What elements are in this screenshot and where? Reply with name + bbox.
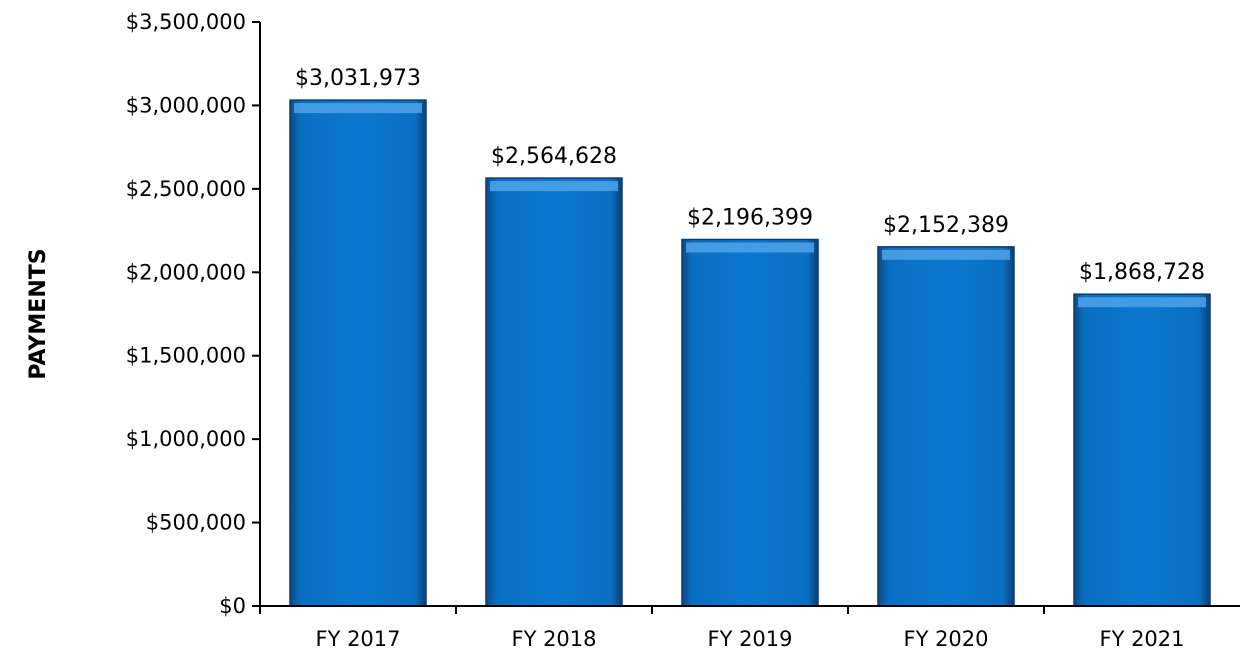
bar bbox=[485, 177, 623, 607]
data-labels-group: $3,031,973 $2,564,628 $2,196,399 $2,152,389… bbox=[295, 66, 1205, 285]
data-label: $1,868,728 bbox=[1079, 260, 1205, 285]
y-tick-label: $2,000,000 bbox=[126, 260, 246, 284]
bar bbox=[877, 246, 1015, 607]
bar-body bbox=[681, 238, 819, 607]
data-label: $2,196,399 bbox=[687, 206, 813, 231]
bar-bevel bbox=[294, 103, 422, 114]
x-tick-label: FY 2021 bbox=[1099, 627, 1184, 651]
data-label: $2,564,628 bbox=[491, 144, 617, 169]
bar bbox=[289, 99, 427, 607]
bar-body bbox=[485, 177, 623, 607]
bar-body bbox=[289, 99, 427, 607]
bar-body bbox=[1073, 293, 1211, 607]
y-tick-label: $1,000,000 bbox=[126, 427, 246, 451]
y-tick-label: $500,000 bbox=[146, 511, 246, 535]
x-tick-label: FY 2018 bbox=[511, 627, 596, 651]
y-tick-label: $1,500,000 bbox=[126, 344, 246, 368]
bar-bevel bbox=[686, 242, 814, 253]
y-tick-label: $0 bbox=[219, 594, 246, 618]
data-label: $2,152,389 bbox=[883, 213, 1009, 238]
x-axis: FY 2017 FY 2018 FY 2019 FY 2020 FY 2021 bbox=[259, 605, 1240, 651]
bar-bevel bbox=[882, 249, 1010, 260]
bar bbox=[681, 238, 819, 607]
y-axis-title: PAYMENTS bbox=[26, 248, 51, 379]
x-tick-label: FY 2017 bbox=[315, 627, 400, 651]
bar-body bbox=[877, 246, 1015, 607]
y-tick-label: $3,000,000 bbox=[126, 93, 246, 117]
bar bbox=[1073, 293, 1211, 607]
x-tick-label: FY 2019 bbox=[707, 627, 792, 651]
y-tick-label: $2,500,000 bbox=[126, 177, 246, 201]
y-tick-label: $3,500,000 bbox=[126, 10, 246, 34]
bar-bevel bbox=[1078, 297, 1206, 308]
y-axis: $0 $500,000 $1,000,000 $1,500,000 $2,000,000… bbox=[126, 10, 261, 618]
data-label: $3,031,973 bbox=[295, 66, 421, 91]
x-tick-label: FY 2020 bbox=[903, 627, 988, 651]
bars-group bbox=[289, 99, 1211, 607]
bar-bevel bbox=[490, 181, 618, 192]
